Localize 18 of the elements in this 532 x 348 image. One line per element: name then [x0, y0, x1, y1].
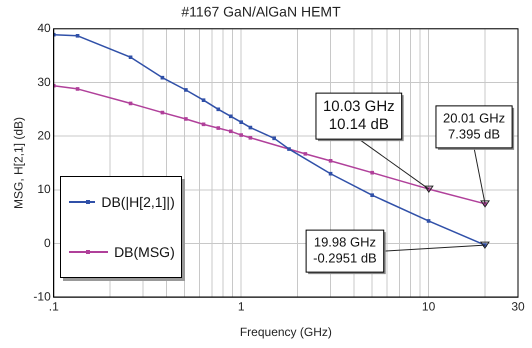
legend-label: DB(|H[2,1]|)	[101, 194, 175, 210]
y-axis-title: MSG, H[2,1] (dB)	[12, 116, 26, 210]
x-tick-label: 1	[238, 300, 245, 314]
y-tick-label: 0	[44, 236, 52, 250]
x-tick-label: .1	[48, 300, 60, 314]
legend-label: DB(MSG)	[114, 244, 175, 260]
x-tick-label: 30	[511, 300, 525, 314]
x-axis-title: Frequency (GHz)	[240, 325, 332, 340]
y-tick-label: 20	[37, 128, 52, 142]
y-tick-label: 30	[37, 74, 52, 89]
y-tick-label: 10	[37, 182, 52, 196]
chart-title: #1167 GaN/AlGaN HEMT	[181, 3, 342, 20]
annotation: 19.98 GHz -0.2951 dB	[313, 234, 377, 266]
annotation: 20.01 GHz 7.395 dB	[442, 110, 506, 142]
y-tick-label: 40	[37, 21, 52, 36]
annotation: 10.03 GHz 10.14 dB	[322, 98, 395, 134]
y-tick-label: -10	[33, 290, 52, 304]
x-tick-label: 10	[422, 300, 436, 314]
